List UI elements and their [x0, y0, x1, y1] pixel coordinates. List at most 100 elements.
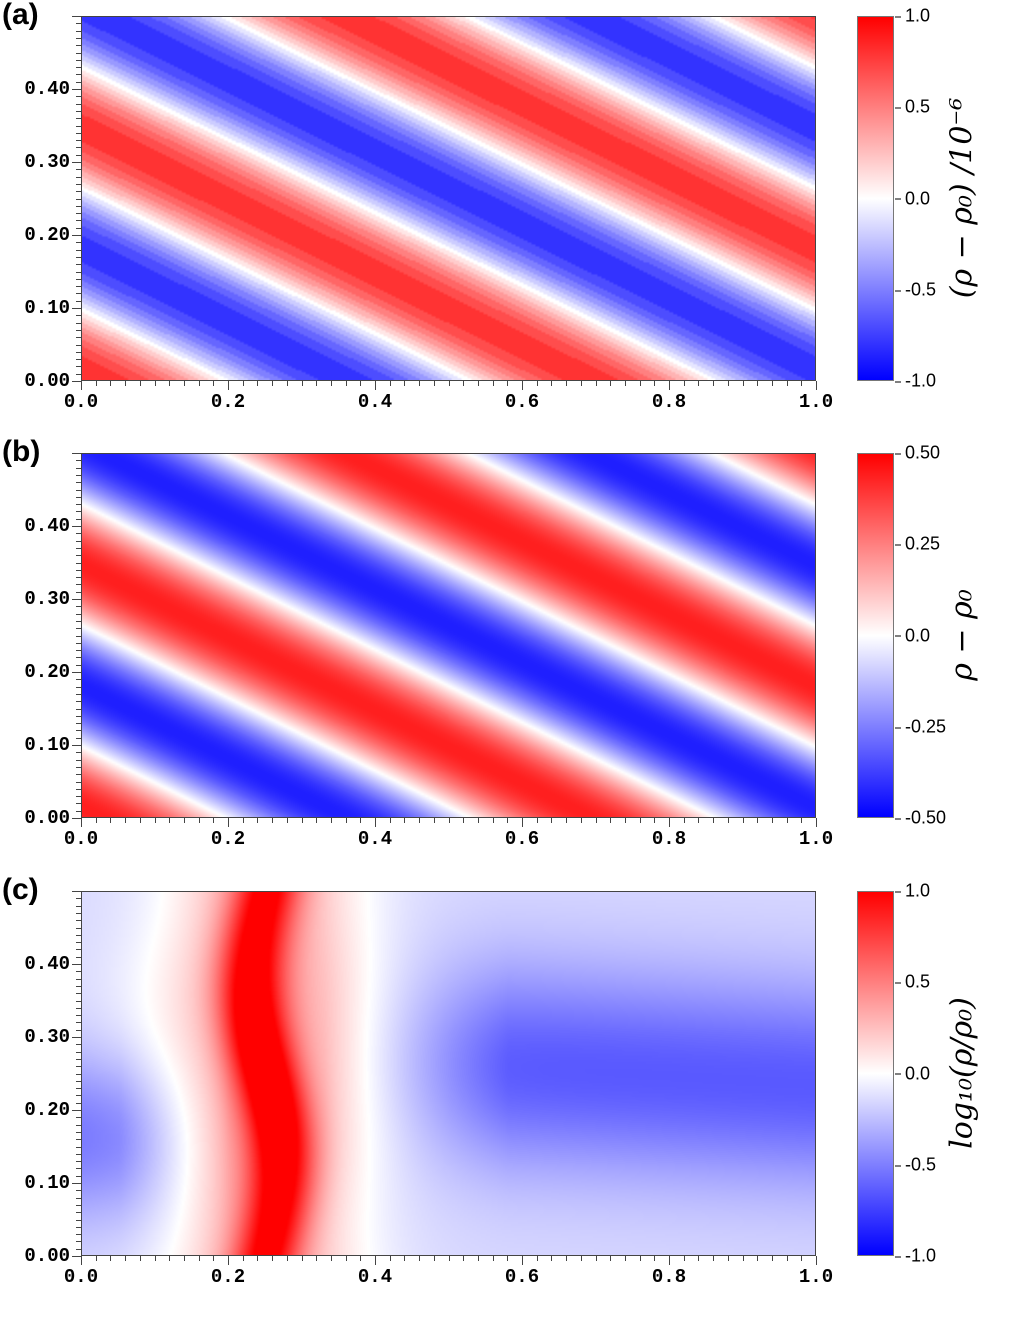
y-tick-mark: [76, 642, 81, 644]
x-tick-mark: [566, 818, 568, 823]
heatmap-plot: [81, 16, 816, 381]
y-tick-mark: [76, 1007, 81, 1009]
x-tick-mark: [286, 1256, 288, 1261]
y-tick-mark: [76, 1124, 81, 1126]
x-tick-mark: [727, 818, 729, 823]
y-tick-mark: [76, 147, 81, 149]
x-tick-mark: [110, 818, 112, 823]
y-tick-mark: [76, 657, 81, 659]
y-tick-mark: [76, 752, 81, 754]
x-tick-mark: [433, 381, 435, 386]
y-tick-mark: [76, 59, 81, 61]
y-tick-mark: [76, 140, 81, 142]
y-tick-mark: [76, 613, 81, 615]
x-tick-mark: [566, 381, 568, 386]
x-tick-mark: [463, 818, 465, 823]
y-tick-mark: [76, 1153, 81, 1155]
y-tick-label: 0.40: [24, 953, 70, 975]
y-tick-mark: [76, 591, 81, 593]
x-tick-mark: [507, 818, 509, 823]
colorbar-tick-label: 0.0: [895, 188, 930, 209]
x-tick-label: 0.6: [504, 1266, 540, 1288]
x-tick-mark: [492, 381, 494, 386]
colorbar-tick-label: 0.5: [895, 97, 930, 118]
x-tick-mark: [771, 1256, 773, 1261]
y-tick-mark: [76, 1117, 81, 1119]
x-tick-mark: [816, 1256, 817, 1265]
y-tick-mark: [76, 264, 81, 266]
x-tick-label: 0.4: [357, 1266, 393, 1288]
x-tick-mark: [419, 1256, 421, 1261]
y-tick-mark: [72, 964, 81, 965]
y-tick-mark: [76, 366, 81, 368]
x-tick-mark: [522, 1256, 523, 1265]
x-tick-mark: [375, 1256, 376, 1265]
colorbar-tick-label: -1.0: [895, 371, 936, 392]
y-tick-mark: [76, 315, 81, 317]
y-tick-mark: [76, 1080, 81, 1082]
y-tick-label: 0.30: [24, 151, 70, 173]
x-tick-mark: [286, 818, 288, 823]
y-tick-mark: [76, 249, 81, 251]
y-tick-mark: [76, 1248, 81, 1250]
x-tick-mark: [624, 818, 626, 823]
x-tick-mark: [816, 818, 817, 827]
x-tick-mark: [257, 381, 259, 386]
x-tick-mark: [375, 818, 376, 827]
x-tick-mark: [816, 381, 817, 390]
x-tick-label: 0.6: [504, 391, 540, 413]
x-tick-mark: [786, 818, 788, 823]
x-tick-mark: [360, 1256, 362, 1261]
x-tick-mark: [536, 818, 538, 823]
y-tick-mark: [76, 489, 81, 491]
x-tick-mark: [272, 1256, 274, 1261]
x-tick-mark: [183, 381, 185, 386]
y-tick-label: 0.10: [24, 297, 70, 319]
x-tick-mark: [95, 1256, 97, 1261]
y-tick-mark: [76, 1146, 81, 1148]
x-tick-mark: [595, 381, 597, 386]
x-tick-mark: [154, 381, 156, 386]
y-tick-mark: [72, 1183, 81, 1184]
x-tick-mark: [786, 381, 788, 386]
x-tick-mark: [139, 818, 141, 823]
colorbar-tick-label: -0.50: [895, 808, 946, 829]
y-tick-mark: [76, 686, 81, 688]
x-tick-mark: [183, 1256, 185, 1261]
colorbar-tick-label: 1.0: [895, 6, 930, 27]
x-tick-mark: [301, 1256, 303, 1261]
y-tick-mark: [76, 1234, 81, 1236]
y-tick-mark: [76, 1044, 81, 1046]
x-tick-mark: [595, 818, 597, 823]
x-tick-mark: [272, 381, 274, 386]
x-tick-mark: [801, 818, 803, 823]
y-tick-mark: [76, 67, 81, 69]
x-tick-label: 0.2: [210, 828, 246, 850]
x-tick-mark: [198, 381, 200, 386]
y-tick-mark: [76, 927, 81, 929]
y-tick-mark: [76, 227, 81, 229]
y-tick-mark: [76, 788, 81, 790]
y-tick-mark: [76, 1015, 81, 1017]
y-tick-mark: [76, 1175, 81, 1177]
x-tick-mark: [389, 381, 391, 386]
x-tick-mark: [477, 818, 479, 823]
x-tick-mark: [698, 1256, 700, 1261]
y-tick-mark: [72, 1037, 81, 1038]
heatmap-plot: [81, 891, 816, 1256]
y-tick-mark: [76, 74, 81, 76]
x-tick-label: 0.0: [63, 828, 99, 850]
panel-b: (b) ρ − ρ₀ 0.40 0.30 0.20 0.10 0.00 0.0 0.2 0.4…: [0, 435, 1020, 890]
y-tick-mark: [76, 474, 81, 476]
colorbar-tick-label: 0.25: [895, 534, 940, 555]
y-tick-mark: [76, 1190, 81, 1192]
x-tick-mark: [316, 381, 318, 386]
x-tick-mark: [81, 381, 82, 390]
y-tick-mark: [72, 818, 81, 819]
y-tick-mark: [76, 774, 81, 776]
x-tick-mark: [242, 818, 244, 823]
x-tick-label: 1.0: [798, 391, 834, 413]
y-tick-mark: [76, 23, 81, 25]
y-tick-mark: [76, 213, 81, 215]
y-tick-mark: [72, 526, 81, 527]
